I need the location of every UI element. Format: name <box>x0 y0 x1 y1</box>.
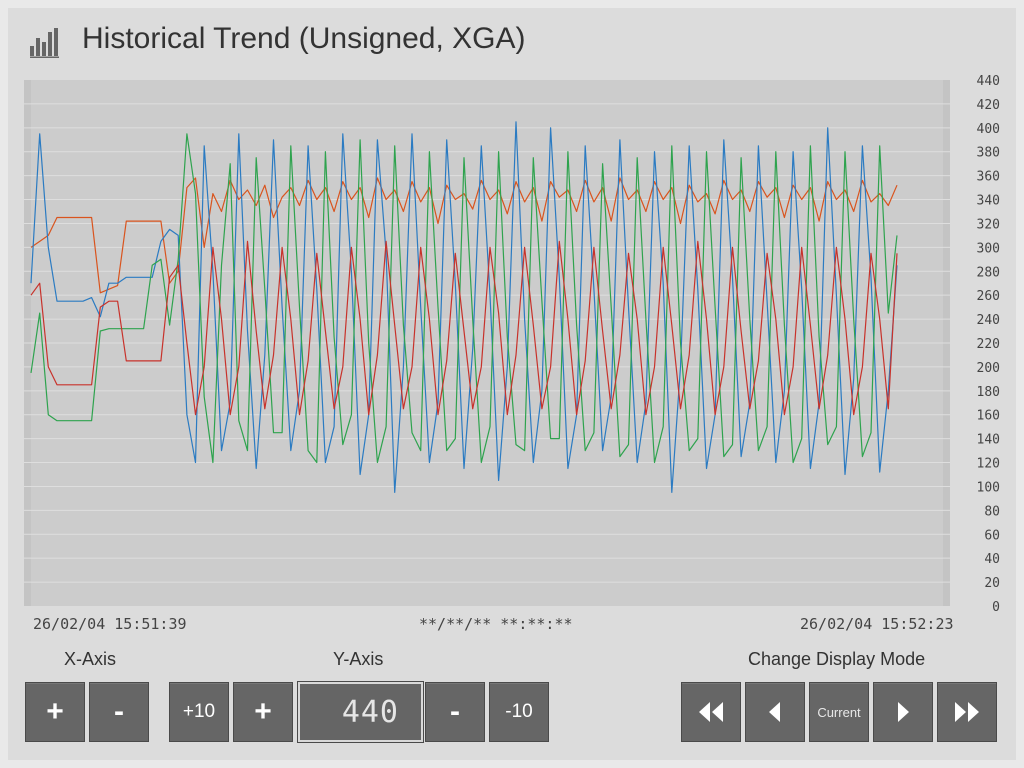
x-axis-label: X-Axis <box>64 649 117 669</box>
y-tick-label: 180 <box>977 385 1000 400</box>
y-tick-label: 260 <box>977 289 1000 304</box>
right-icon <box>898 702 909 722</box>
series-line-2 <box>30 121 898 493</box>
y-tick-label: 200 <box>977 361 1000 376</box>
end-time-label: 26/02/04 15:52:23 <box>800 615 954 633</box>
y-plus-button[interactable]: + <box>233 682 293 742</box>
y-tick-label: 420 <box>977 98 1000 113</box>
y-plus10-button[interactable]: +10 <box>169 682 229 742</box>
y-tick-label: 440 <box>977 74 1000 89</box>
y-max-value-display: 440 <box>297 681 424 743</box>
display-mode-label: Change Display Mode <box>748 649 926 669</box>
y-tick-label: 220 <box>977 337 1000 352</box>
y-tick-label: 380 <box>977 146 1000 161</box>
double-right-icon <box>955 702 979 722</box>
y-tick-label: 140 <box>977 433 1000 448</box>
y-tick-label: 160 <box>977 409 1000 424</box>
cursor-time-label: **/**/** **:**:** <box>419 615 573 633</box>
series-line-3 <box>30 133 898 464</box>
y-tick-label: 300 <box>977 241 1000 256</box>
y-tick-label: 20 <box>984 576 1000 591</box>
y-tick-label: 360 <box>977 170 1000 185</box>
step-forward-button[interactable] <box>873 682 933 742</box>
x-zoom-in-button[interactable]: + <box>25 682 85 742</box>
double-left-icon <box>699 702 723 722</box>
y-minus10-button[interactable]: -10 <box>489 682 549 742</box>
y-minus-button[interactable]: - <box>425 682 485 742</box>
y-tick-label: 280 <box>977 265 1000 280</box>
y-tick-label: 320 <box>977 217 1000 232</box>
x-zoom-out-button[interactable]: - <box>89 682 149 742</box>
y-tick-label: 100 <box>977 480 1000 495</box>
fast-forward-button[interactable] <box>937 682 997 742</box>
y-tick-label: 40 <box>984 552 1000 567</box>
series-line-4 <box>30 240 898 416</box>
fast-back-button[interactable] <box>681 682 741 742</box>
y-tick-label: 0 <box>992 600 1000 615</box>
series-line-1 <box>30 177 898 294</box>
step-back-button[interactable] <box>745 682 805 742</box>
y-tick-label: 340 <box>977 194 1000 209</box>
y-tick-label: 120 <box>977 457 1000 472</box>
bar-chart-icon <box>30 28 59 58</box>
y-tick-label: 60 <box>984 528 1000 543</box>
y-tick-label: 240 <box>977 313 1000 328</box>
current-button[interactable]: Current <box>809 682 869 742</box>
left-icon <box>769 702 780 722</box>
page-title: Historical Trend (Unsigned, XGA) <box>82 22 526 55</box>
start-time-label: 26/02/04 15:51:39 <box>33 615 187 633</box>
y-axis-label: Y-Axis <box>333 649 384 669</box>
y-tick-label: 80 <box>984 504 1000 519</box>
y-tick-label: 400 <box>977 122 1000 137</box>
